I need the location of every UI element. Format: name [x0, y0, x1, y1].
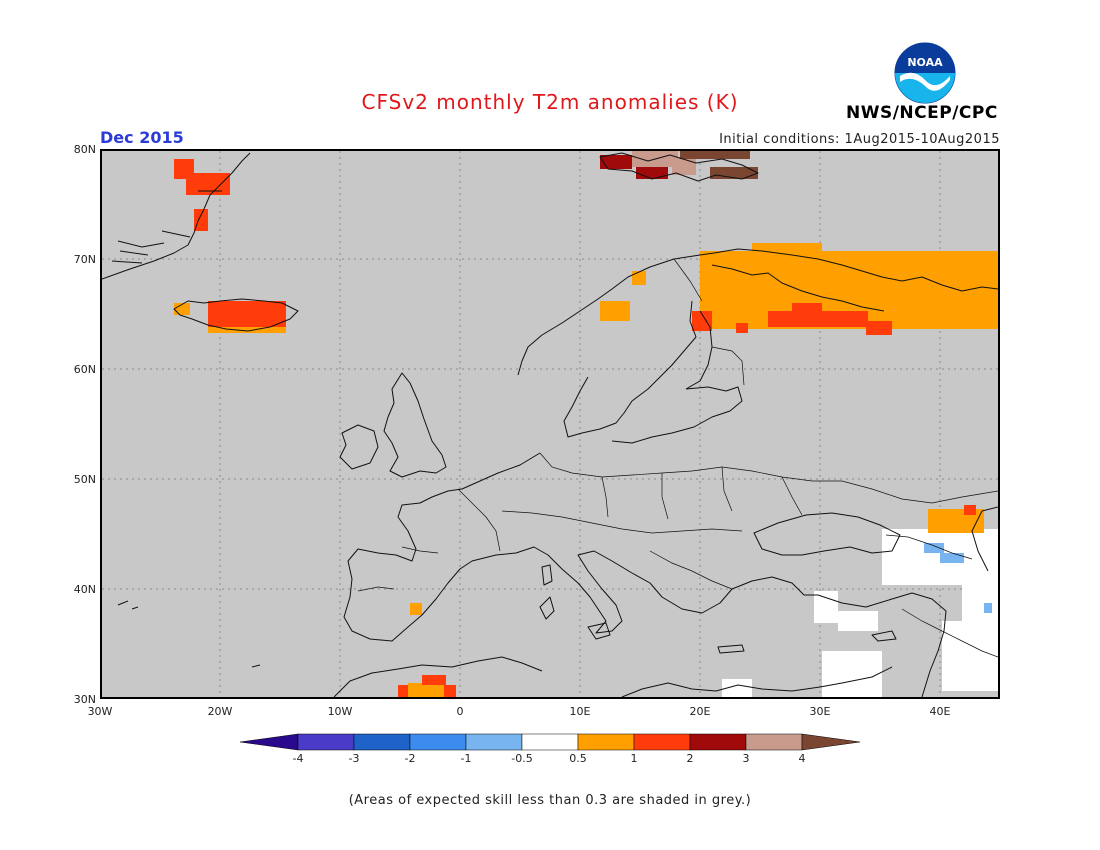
- lon-label-0: 0: [456, 705, 464, 718]
- national-borders: [357, 258, 998, 658]
- coast-greenland: [102, 152, 251, 280]
- skill-footnote: (Areas of expected skill less than 0.3 a…: [348, 793, 752, 808]
- color-legend: [240, 733, 860, 751]
- coast-turkey-levant: [817, 592, 947, 697]
- legend-swatch-gt-4: [801, 733, 860, 751]
- legend-swatch-minus-1-to-minus-0-5: [465, 733, 523, 751]
- legend-label-minus-0-5: -0.5: [511, 752, 533, 765]
- lat-label-30n: 30N: [73, 693, 96, 706]
- legend-label-4: 4: [798, 752, 806, 765]
- border-spain-france: [401, 546, 439, 554]
- legend-swatch-1-to-2: [633, 733, 691, 751]
- legend-swatch-2-to-3: [689, 733, 747, 751]
- coast-sicily: [587, 622, 611, 640]
- lon-label-10e: 10E: [569, 705, 591, 718]
- legend-label-1: 1: [630, 752, 638, 765]
- legend-swatch-minus-0-5-to-0-5: [521, 733, 579, 751]
- initial-conditions-label: Initial conditions: 1Aug2015-10Aug2015: [719, 132, 1000, 147]
- anomaly-shading: [174, 151, 998, 697]
- lat-label-50n: 50N: [73, 473, 96, 486]
- lon-label-30w: 30W: [87, 705, 113, 718]
- noaa-logo-text: NOAA: [907, 56, 943, 69]
- lat-label-70n: 70N: [73, 253, 96, 266]
- lat-label-80n: 80N: [73, 143, 96, 156]
- coast-norway-arctic: [517, 248, 998, 376]
- chart-title: CFSv2 monthly T2m anomalies (K): [361, 90, 739, 114]
- coast-greenland-fjords: [111, 190, 222, 264]
- coast-gulf-bothnia: [685, 310, 713, 390]
- coast-black-sea: [753, 512, 901, 556]
- legend-label-minus-4: -4: [292, 752, 304, 765]
- coast-caspian: [971, 506, 998, 572]
- lat-label-40n: 40N: [73, 583, 96, 596]
- coast-mediterranean-north: [471, 546, 818, 634]
- border-finland-russia: [711, 346, 745, 386]
- coast-crete: [717, 644, 745, 654]
- lon-label-20e: 20E: [689, 705, 711, 718]
- map-gridlines: [102, 151, 998, 697]
- legend-label-minus-1: -1: [460, 752, 472, 765]
- map-canvas: [102, 151, 998, 697]
- coast-cyprus: [871, 630, 897, 642]
- legend-swatch-3-to-4: [745, 733, 803, 751]
- lon-label-20w: 20W: [207, 705, 233, 718]
- border-spain-portugal: [357, 586, 395, 592]
- anomaly-near-zero-regions: [710, 259, 998, 697]
- legend-swatch-lt-minus-4: [240, 733, 299, 751]
- border-north-south: [601, 466, 803, 520]
- border-alps-balkans: [501, 510, 743, 534]
- lon-label-40e: 40E: [929, 705, 951, 718]
- coast-iceland: [173, 298, 299, 332]
- month-label: Dec 2015: [100, 128, 184, 147]
- border-balkans: [649, 550, 733, 590]
- border-france-germany: [457, 488, 501, 552]
- legend-swatch-minus-4-to-minus-3: [297, 733, 355, 751]
- border-caucasus: [885, 534, 973, 560]
- legend-label-3: 3: [742, 752, 750, 765]
- lon-label-30e: 30E: [809, 705, 831, 718]
- anomaly-negative-regions: [924, 543, 992, 613]
- lat-label-60n: 60N: [73, 363, 96, 376]
- legend-swatch-0-5-to-1: [577, 733, 635, 751]
- coast-kola-white-sea: [711, 264, 885, 312]
- coast-ireland: [339, 424, 379, 470]
- lon-label-10w: 10W: [327, 705, 353, 718]
- legend-label-2: 2: [686, 752, 694, 765]
- coast-north-africa-east: [621, 666, 893, 697]
- coast-azores: [117, 600, 139, 610]
- coast-north-africa-west: [333, 656, 543, 697]
- border-middle-east: [901, 608, 998, 658]
- anomaly-map: [100, 149, 1000, 699]
- coast-madeira: [251, 664, 261, 668]
- anomaly-1-to-2-regions: [174, 159, 976, 697]
- agency-label: NWS/NCEP/CPC: [846, 103, 998, 123]
- legend-label-0-5: 0.5: [569, 752, 587, 765]
- noaa-logo-icon: NOAA: [894, 42, 956, 104]
- legend-label-minus-2: -2: [404, 752, 416, 765]
- coast-baltic-sweden: [563, 300, 697, 438]
- border-norway-sweden: [673, 258, 703, 302]
- legend-swatch-minus-3-to-minus-2: [353, 733, 411, 751]
- coast-corsica-sardinia: [539, 564, 555, 620]
- legend-swatch-minus-2-to-minus-1: [409, 733, 467, 751]
- border-central-europe-north: [539, 452, 998, 504]
- coast-great-britain: [383, 372, 447, 478]
- coast-svalbard: [599, 152, 759, 182]
- legend-label-minus-3: -3: [348, 752, 360, 765]
- coast-gulf-finland-baltic: [611, 386, 743, 444]
- coast-france-iberia: [343, 452, 541, 642]
